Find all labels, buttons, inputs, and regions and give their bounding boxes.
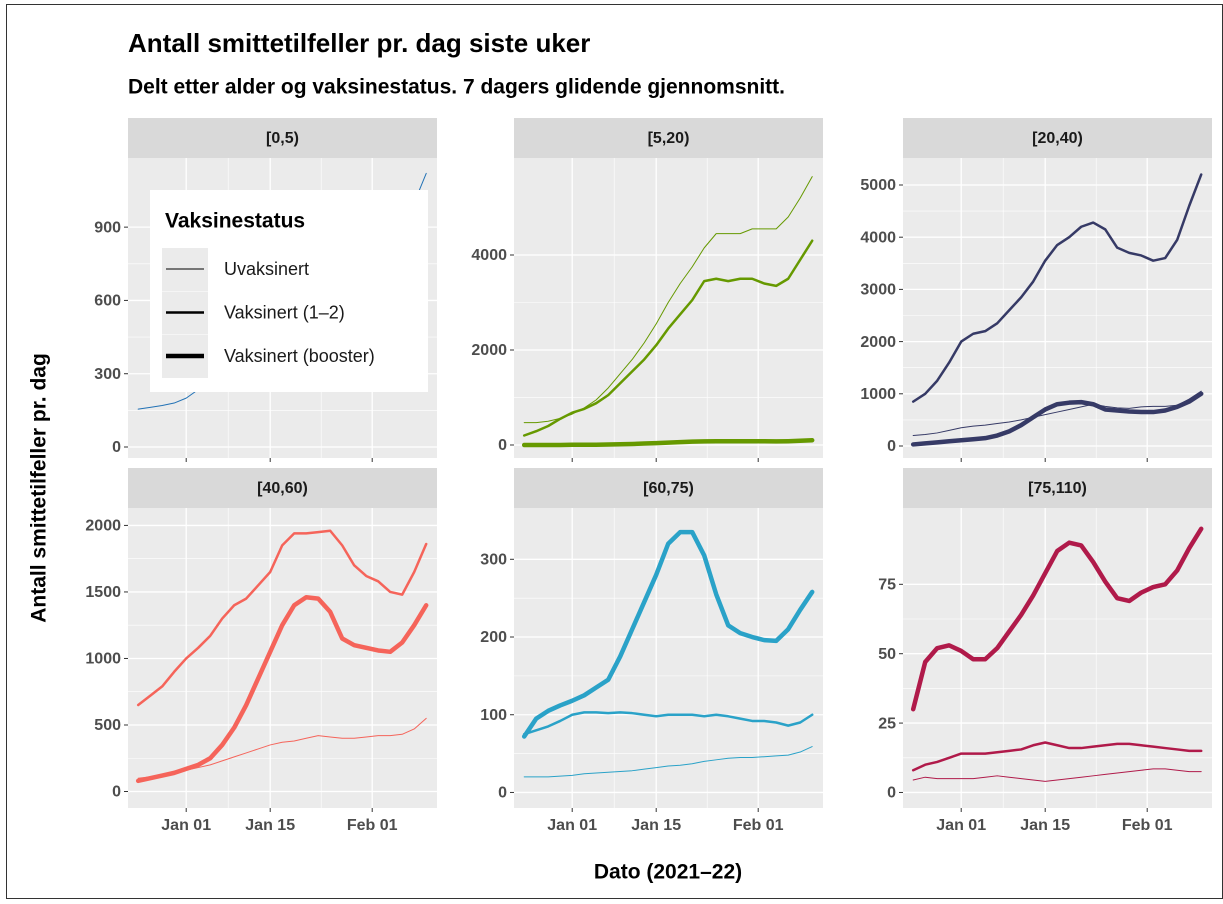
line xyxy=(522,239,814,437)
plot-background xyxy=(514,508,823,808)
chart-subtitle: Delt etter alder og vaksinestatus. 7 dag… xyxy=(128,76,785,99)
line xyxy=(522,711,814,736)
y-tick-label: 4000 xyxy=(471,247,507,264)
line xyxy=(912,768,1202,782)
x-tick-label: Jan 01 xyxy=(547,817,597,834)
strip-title: [20,40) xyxy=(1032,130,1083,147)
legend-label: Uvaksinert xyxy=(224,259,309,279)
legend-label: Vaksinert (booster) xyxy=(224,346,375,366)
y-tick-label: 0 xyxy=(112,439,121,456)
strip xyxy=(128,468,437,508)
y-tick-label: 75 xyxy=(878,577,896,594)
plot-background xyxy=(514,158,823,458)
y-tick-label: 4000 xyxy=(860,229,896,246)
legend: Vaksinestatus Uvaksinert Vaksinert (1–2) Va… xyxy=(150,190,428,392)
chart-title: Antall smittetilfeller pr. dag siste uke… xyxy=(128,28,590,58)
line xyxy=(910,526,1204,712)
line xyxy=(135,595,429,784)
strip xyxy=(903,468,1212,508)
x-tick-label: Feb 01 xyxy=(1122,817,1173,834)
line xyxy=(912,390,1202,437)
y-tick-label: 0 xyxy=(112,784,121,801)
y-tick-label: 100 xyxy=(480,707,507,724)
line xyxy=(521,437,815,448)
line xyxy=(521,529,815,739)
strip-title: [60,75) xyxy=(643,480,694,497)
y-tick-label: 900 xyxy=(94,219,121,236)
y-tick-label: 200 xyxy=(480,629,507,646)
x-tick-label: Jan 01 xyxy=(936,817,986,834)
legend-label: Vaksinert (1–2) xyxy=(224,302,345,322)
strip-title: [75,110) xyxy=(1028,480,1087,497)
panel: [75,110) 0 25 50 75 Jan 01 Jan 15 Feb 01 xyxy=(878,468,1212,834)
y-axis-label: Antall smittetilfeller pr. dag xyxy=(28,353,51,623)
x-tick-label: Jan 15 xyxy=(631,817,681,834)
strip-title: [40,60) xyxy=(257,480,308,497)
y-tick-label: 600 xyxy=(94,293,121,310)
x-tick-label: Feb 01 xyxy=(733,817,784,834)
line xyxy=(911,741,1203,772)
panel: [40,60) 0 500 1000 1500 2000 Jan 01 Jan 15 Feb 0… xyxy=(85,468,437,834)
y-tick-label: 2000 xyxy=(860,334,896,351)
x-tick-label: Feb 01 xyxy=(347,817,398,834)
panel: [20,40) 0 1000 2000 3000 4000 5000 xyxy=(860,118,1212,462)
panel: [5,20) 0 2000 4000 xyxy=(471,118,823,462)
line xyxy=(523,176,813,424)
x-axis-label: Dato (2021–22) xyxy=(594,861,742,884)
y-tick-label: 2000 xyxy=(85,518,121,535)
y-tick-label: 300 xyxy=(94,366,121,383)
strip xyxy=(128,118,437,158)
line xyxy=(910,391,1204,447)
line xyxy=(523,746,813,778)
y-tick-label: 25 xyxy=(878,715,896,732)
y-tick-label: 5000 xyxy=(860,177,896,194)
panel: [60,75) 0 100 200 300 Jan 01 Jan 15 Feb 01 xyxy=(480,468,823,834)
legend-title: Vaksinestatus xyxy=(165,210,305,233)
strip xyxy=(903,118,1212,158)
line xyxy=(136,529,428,707)
y-tick-label: 300 xyxy=(480,552,507,569)
strip xyxy=(514,118,823,158)
strip-title: [5,20) xyxy=(648,130,690,147)
x-tick-label: Jan 01 xyxy=(161,817,211,834)
x-tick-label: Jan 15 xyxy=(1020,817,1070,834)
y-tick-label: 0 xyxy=(498,785,507,802)
y-tick-label: 1000 xyxy=(85,651,121,668)
y-tick-label: 0 xyxy=(498,437,507,454)
y-tick-label: 50 xyxy=(878,646,896,663)
y-tick-label: 1000 xyxy=(860,386,896,403)
plot-background xyxy=(903,158,1212,458)
y-tick-label: 0 xyxy=(887,438,896,455)
y-tick-label: 500 xyxy=(94,717,121,734)
y-tick-label: 2000 xyxy=(471,342,507,359)
line xyxy=(911,173,1203,403)
y-tick-label: 1500 xyxy=(85,584,121,601)
x-tick-label: Jan 15 xyxy=(245,817,295,834)
strip xyxy=(514,468,823,508)
y-tick-label: 3000 xyxy=(860,282,896,299)
strip-title: [0,5) xyxy=(266,130,299,147)
y-tick-label: 0 xyxy=(887,785,896,802)
